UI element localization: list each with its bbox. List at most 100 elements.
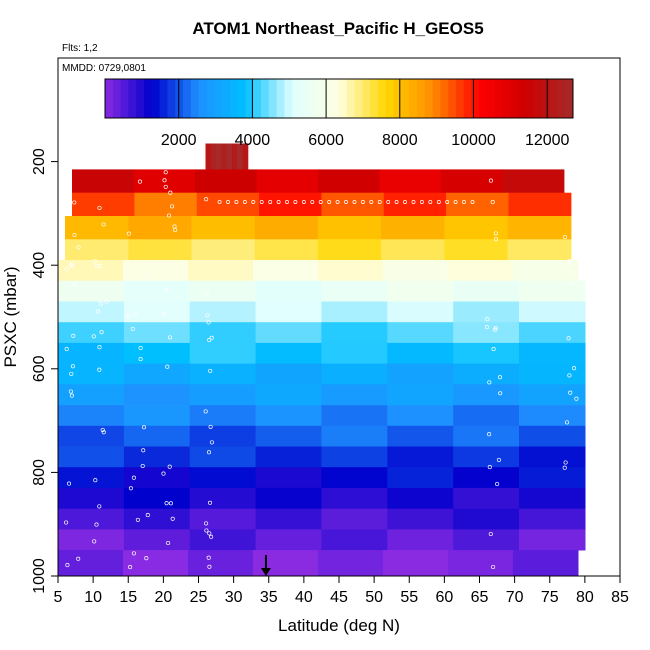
track-point [167,464,172,469]
track-point [141,448,146,453]
y-tick-label: 200 [31,148,48,175]
layer-cell [453,487,520,509]
track-point [488,531,493,537]
track-point [403,200,407,204]
track-point [377,200,382,204]
colorbar-segment [502,79,512,118]
y-tick-label: 1000 [31,558,48,594]
layer-cell [453,446,520,468]
track-point [234,200,239,204]
track-point [96,309,101,314]
track-point [293,200,298,204]
layer-cell [387,363,454,385]
layer-cell [259,192,322,217]
track-point [170,204,175,209]
layer-cell [453,508,520,530]
colorbar-segment [151,79,161,118]
track-point [569,281,574,286]
layer-cell [58,363,125,385]
layer-cell [321,280,388,302]
layer-cell [210,143,217,170]
track-point [226,200,230,204]
track-point [64,520,69,525]
colorbar-segment [190,79,200,118]
track-point [166,213,172,218]
track-point [141,425,147,430]
track-point [92,259,98,264]
track-point [285,200,289,204]
track-point [490,200,495,205]
x-tick-label: 60 [435,589,453,606]
layer-cell [255,301,323,323]
y-axis: 200 400 600 800 1000 [31,148,58,594]
track-point [76,556,81,561]
layer-cell [255,342,323,364]
track-point [204,197,209,202]
track-point [567,373,572,378]
y-tick-label: 600 [31,355,48,382]
layer-cell [252,550,319,577]
track-point [568,269,573,274]
track-point [138,345,143,350]
layer-cell [508,192,572,217]
track-point [71,333,76,338]
track-point [164,501,169,506]
x-tick-label: 20 [154,589,172,606]
track-point [318,200,323,204]
layer-cell [447,550,514,577]
track-point [145,513,150,518]
layer-cell [440,169,503,194]
track-point [488,178,493,183]
layer-cell [387,529,454,551]
track-point [209,440,214,445]
layer-cell [317,239,382,261]
layer-cell [321,467,388,489]
track-point [360,200,365,204]
layer-cell [255,508,323,530]
layer-cell [502,169,565,194]
layer-cell [252,260,319,282]
colorbar-tick-label: 10000 [451,132,496,149]
layer-cell [321,529,388,551]
track-point [386,200,391,204]
layer-cell [321,384,388,406]
colorbar-segment [105,79,114,118]
x-tick-label: 70 [506,589,524,606]
layer-cell [196,192,260,217]
track-point [163,184,168,189]
layer-cell [255,322,323,344]
track-point [485,317,490,322]
colorbar-segment [385,79,395,118]
track-point [217,200,222,204]
track-point [574,396,579,401]
track-point [251,200,256,204]
layer-cell [387,446,454,468]
track-point [259,200,264,204]
layer-cell [123,322,191,344]
layer-cell [321,192,385,217]
track-point [462,200,466,204]
layer-cell [317,216,382,240]
track-point [268,200,273,204]
track-point [352,200,357,204]
layer-cell [226,143,233,170]
track-point [327,200,332,204]
colorbar-segment [487,79,496,118]
track-point [487,380,492,385]
layer-cell [255,405,323,427]
track-point [98,301,103,306]
colorbar-segment [323,79,332,118]
layer-cell [58,280,125,302]
layer-cell [453,322,520,344]
colorbar-segment [417,79,426,118]
colorbar-segment [541,79,551,118]
track-point [99,330,104,335]
track-point [470,200,475,204]
layer-cell [255,446,323,468]
track-point [133,312,138,317]
layer-cell [189,405,257,427]
flight-track-points [64,170,579,570]
colorbar-segment [370,79,379,118]
layer-cell [255,384,323,406]
colorbar-frame [104,78,574,119]
